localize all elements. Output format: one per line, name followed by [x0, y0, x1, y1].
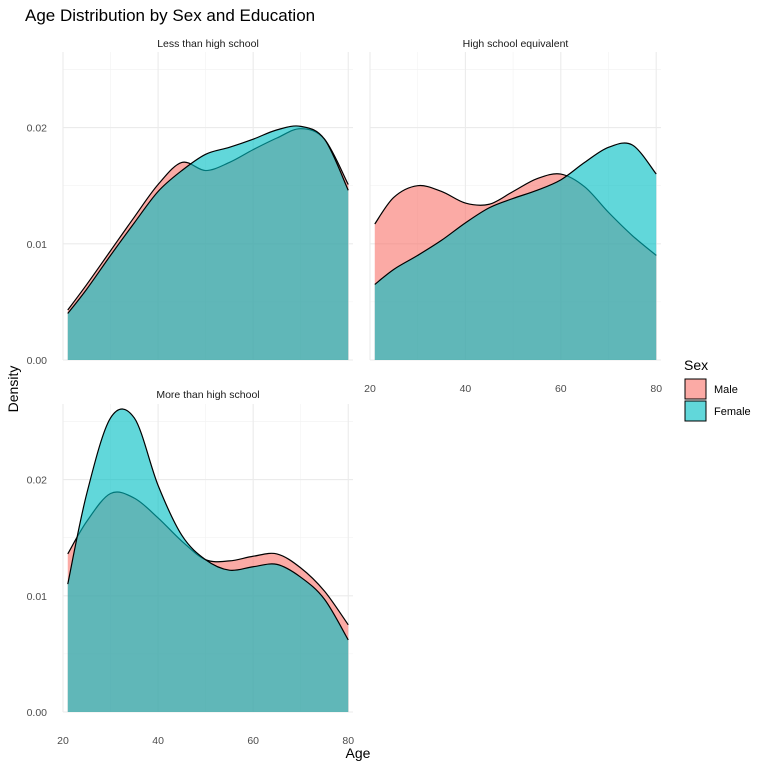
x-tick-label: 80	[342, 735, 354, 747]
y-tick-label: 0.02	[27, 123, 48, 135]
x-tick-label: 60	[247, 735, 259, 747]
density-area-female	[67, 125, 349, 360]
y-tick-label: 0.00	[27, 355, 48, 367]
x-tick-label: 20	[364, 383, 376, 395]
x-tick-label: 40	[152, 735, 164, 747]
y-tick-label: 0.01	[27, 591, 48, 603]
legend-item-male: Male	[684, 378, 738, 400]
density-area-female	[67, 409, 349, 712]
facet-panel: More than high school 0.00 0.01 0.02 20 40 60 8…	[27, 389, 355, 747]
x-tick-label: 60	[555, 383, 567, 395]
y-tick-label: 0.00	[27, 707, 48, 719]
legend-key	[684, 378, 707, 400]
density-line-female	[374, 142, 657, 285]
legend-item-female: Female	[684, 400, 751, 422]
legend-label: Male	[714, 384, 738, 396]
x-axis-title: Age	[346, 745, 371, 761]
legend-title: Sex	[684, 357, 708, 373]
density-line-female	[67, 408, 349, 641]
density-area-female	[374, 142, 657, 360]
legend-key	[684, 400, 707, 422]
facet-strip-label: Less than high school	[157, 38, 259, 50]
density-line-female	[67, 125, 349, 314]
legend-label: Female	[714, 406, 751, 418]
chart-title: Age Distribution by Sex and Education	[25, 6, 315, 25]
x-tick-label: 80	[650, 383, 662, 395]
x-tick-label: 40	[460, 383, 472, 395]
facet-strip-label: High school equivalent	[463, 38, 569, 50]
facet-panel: High school equivalent 20 40 60 80	[364, 38, 662, 395]
y-axis-title: Density	[5, 366, 21, 413]
facet-panel: Less than high school 0.00 0.01 0.02	[27, 38, 353, 367]
facet-strip-label: More than high school	[156, 389, 259, 401]
x-tick-label: 20	[57, 735, 69, 747]
y-tick-label: 0.01	[27, 239, 48, 251]
y-tick-label: 0.02	[27, 475, 48, 487]
